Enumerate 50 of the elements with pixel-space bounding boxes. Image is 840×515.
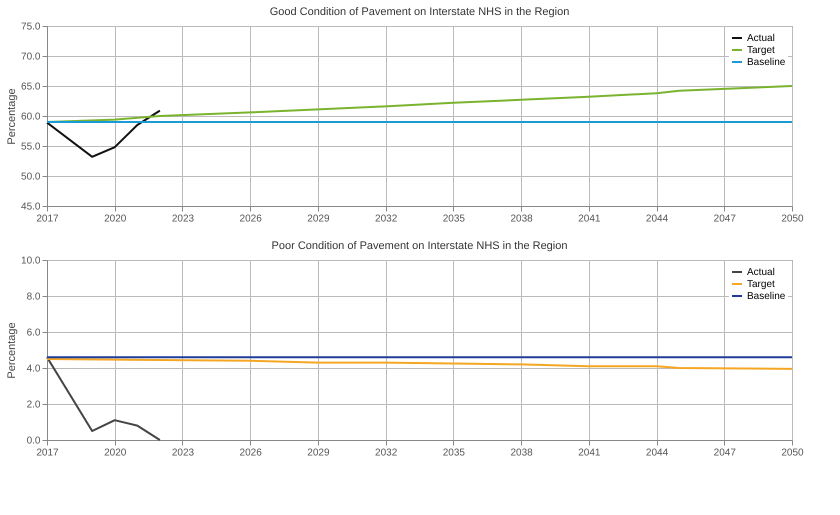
x-tick-label: 2020	[104, 214, 127, 224]
y-axis-title: Percentage	[6, 88, 18, 145]
chart-title: Good Condition of Pavement on Interstate NHS in the Region	[270, 6, 570, 18]
y-axis-title: Percentage	[6, 322, 18, 379]
y-tick-label: 55.0	[21, 142, 41, 152]
x-tick-label: 2023	[172, 214, 195, 224]
x-tick-label: 2032	[375, 448, 398, 458]
x-tick-label: 2050	[781, 214, 804, 224]
x-tick-label: 2026	[240, 214, 262, 224]
y-tick-label: 45.0	[21, 202, 41, 212]
y-tick-label: 8.0	[26, 292, 41, 302]
x-tick-label: 2044	[646, 214, 669, 224]
x-tick-label: 2041	[578, 214, 601, 224]
x-tick-label: 2020	[104, 448, 127, 458]
y-tick-label: 0.0	[26, 436, 41, 446]
x-tick-label: 2038	[510, 214, 534, 224]
legend-label: Baseline	[747, 57, 786, 68]
x-tick-label: 2050	[781, 448, 804, 458]
y-tick-label: 75.0	[21, 22, 41, 32]
chart-title: Poor Condition of Pavement on Interstate NHS in the Region	[272, 240, 568, 252]
legend-label: Target	[747, 45, 776, 56]
x-tick-label: 2032	[375, 214, 398, 224]
line-series	[46, 356, 161, 441]
y-tick-label: 50.0	[21, 172, 41, 182]
line-series	[46, 110, 161, 158]
x-tick-label: 2017	[36, 448, 60, 458]
y-tick-label: 60.0	[21, 112, 41, 122]
y-tick-label: 70.0	[21, 52, 41, 62]
legend-label: Baseline	[747, 291, 786, 302]
x-tick-label: 2023	[172, 448, 195, 458]
y-tick-label: 6.0	[26, 328, 41, 338]
x-tick-label: 2029	[307, 448, 330, 458]
x-tick-label: 2038	[510, 448, 534, 458]
y-tick-label: 10.0	[21, 256, 41, 266]
x-tick-label: 2041	[578, 448, 601, 458]
y-tick-label: 2.0	[26, 400, 41, 410]
line-series	[46, 358, 793, 370]
legend-label: Actual	[747, 33, 775, 44]
x-tick-label: 2017	[36, 214, 60, 224]
x-tick-label: 2047	[714, 214, 736, 224]
legend-label: Actual	[747, 267, 775, 278]
x-tick-label: 2035	[442, 214, 466, 224]
x-tick-label: 2047	[714, 448, 736, 458]
x-tick-label: 2029	[307, 214, 330, 224]
x-tick-label: 2035	[442, 448, 466, 458]
y-tick-label: 4.0	[26, 364, 41, 374]
x-tick-label: 2044	[646, 448, 669, 458]
x-tick-label: 2026	[240, 448, 262, 458]
legend-label: Target	[747, 279, 776, 290]
y-tick-label: 65.0	[21, 82, 41, 92]
